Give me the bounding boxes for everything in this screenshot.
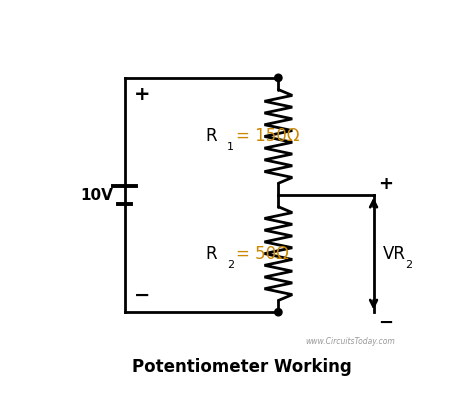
Text: Potentiometer Working: Potentiometer Working [132, 358, 352, 376]
Text: −: − [134, 286, 150, 305]
Text: 2: 2 [405, 259, 412, 269]
Text: 10V: 10V [81, 187, 113, 203]
Text: −: − [378, 314, 393, 332]
Text: www.CircuitsToday.com: www.CircuitsToday.com [306, 337, 395, 346]
Text: 2: 2 [227, 259, 234, 269]
Text: R: R [205, 245, 217, 263]
Text: VR: VR [383, 245, 406, 263]
Text: +: + [134, 85, 150, 104]
Text: = 50Ω: = 50Ω [236, 245, 289, 263]
Text: = 150Ω: = 150Ω [236, 127, 300, 145]
Text: R: R [205, 127, 217, 145]
Circle shape [275, 308, 282, 316]
Circle shape [275, 74, 282, 82]
Text: +: + [378, 175, 393, 193]
Text: 1: 1 [227, 142, 234, 152]
